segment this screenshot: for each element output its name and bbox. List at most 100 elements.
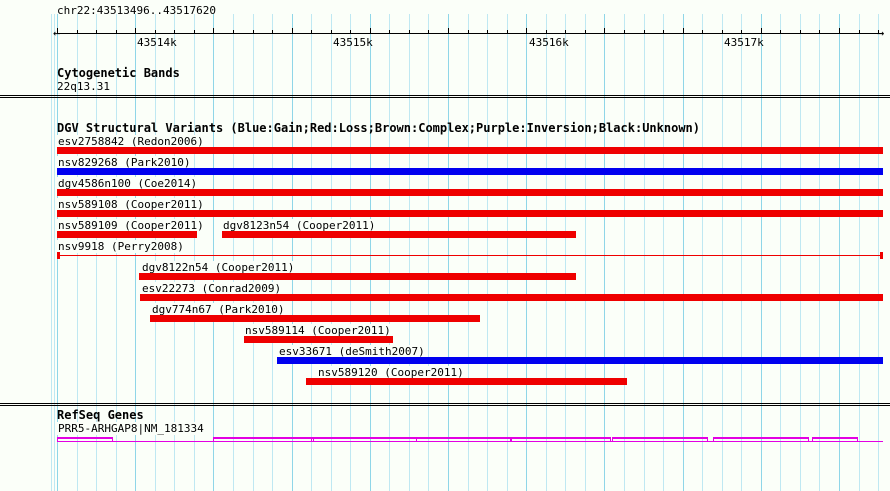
ruler-minor-tick — [409, 30, 410, 34]
gene-exon[interactable] — [612, 437, 707, 439]
gene-exon[interactable] — [213, 437, 313, 439]
gene-label-prr5-arhgap8[interactable]: PRR5-ARHGAP8|NM_181334 — [57, 422, 205, 435]
variant-label[interactable]: nsv589109 (Cooper2011) — [57, 219, 205, 232]
variant-label[interactable]: esv22273 (Conrad2009) — [141, 282, 283, 295]
gene-exon[interactable] — [311, 437, 416, 439]
variant-label[interactable]: dgv8123n54 (Cooper2011) — [222, 219, 377, 232]
gridline — [683, 14, 684, 491]
gridline — [585, 14, 586, 491]
variant-label[interactable]: nsv589120 (Cooper2011) — [317, 366, 465, 379]
variant-bar[interactable] — [306, 378, 627, 385]
gridline — [370, 14, 371, 491]
ruler-minor-tick — [819, 30, 820, 34]
variant-span-line[interactable] — [57, 255, 883, 256]
variant-bar[interactable] — [139, 273, 576, 280]
ruler-minor-tick — [800, 30, 801, 34]
ruler-minor-tick — [487, 30, 488, 34]
gridline — [800, 14, 801, 491]
ruler-minor-tick — [741, 30, 742, 34]
gridline — [292, 14, 293, 491]
variant-label[interactable]: dgv4586n100 (Coe2014) — [57, 177, 199, 190]
section-divider — [0, 95, 890, 96]
gridline — [51, 14, 52, 491]
section-divider — [0, 405, 890, 406]
ruler-right-arrow-icon: → — [877, 26, 885, 40]
gene-exon-edge — [713, 437, 714, 441]
gridline — [526, 14, 527, 491]
ruler-minor-tick — [96, 30, 97, 34]
track-title-refseq-genes: RefSeq Genes — [57, 408, 144, 422]
ruler-minor-tick — [565, 30, 566, 34]
ruler-minor-tick — [624, 30, 625, 34]
gridline — [761, 14, 762, 491]
ruler-minor-tick — [389, 30, 390, 34]
ruler-major-tick — [292, 28, 293, 34]
gridline — [702, 14, 703, 491]
gene-exon[interactable] — [510, 437, 610, 439]
gridline — [194, 14, 195, 491]
gene-intron-line — [57, 441, 883, 442]
gene-exon[interactable] — [713, 437, 808, 439]
variant-label[interactable]: nsv829268 (Park2010) — [57, 156, 192, 169]
ruler-minor-tick — [702, 30, 703, 34]
variant-label[interactable]: dgv774n67 (Park2010) — [151, 303, 286, 316]
ruler-minor-tick — [350, 30, 351, 34]
gridline — [624, 14, 625, 491]
variant-label[interactable]: dgv8122n54 (Cooper2011) — [141, 261, 296, 274]
gridline — [54, 14, 55, 491]
gridline — [507, 14, 508, 491]
ruler-minor-tick — [507, 30, 508, 34]
variant-label[interactable]: esv2758842 (Redon2006) — [57, 135, 205, 148]
variant-label[interactable]: nsv589108 (Cooper2011) — [57, 198, 205, 211]
ruler-minor-tick — [878, 30, 879, 34]
gridline — [331, 14, 332, 491]
gridline — [819, 14, 820, 491]
gene-exon-edge — [808, 437, 809, 441]
ruler-minor-tick — [331, 30, 332, 34]
variant-label[interactable]: nsv589114 (Cooper2011) — [244, 324, 392, 337]
region-coordinates-label: chr22:43513496..43517620 — [57, 4, 216, 17]
variant-bar[interactable] — [150, 315, 480, 322]
ruler-minor-tick — [174, 30, 175, 34]
gridline — [546, 14, 547, 491]
ruler-major-tick — [370, 28, 371, 34]
ruler-major-tick — [839, 28, 840, 34]
variant-bar[interactable] — [140, 294, 883, 301]
gridline — [233, 14, 234, 491]
track-title-dgv-structural-variants: DGV Structural Variants (Blue:Gain;Red:L… — [57, 121, 700, 135]
ruler-major-tick — [604, 28, 605, 34]
cytoband-label: 22q13.31 — [57, 80, 110, 93]
ruler-minor-tick — [272, 30, 273, 34]
ruler-major-tick — [135, 28, 136, 34]
gene-exon-edge — [612, 437, 613, 441]
gene-exon[interactable] — [812, 437, 857, 439]
gridline — [389, 14, 390, 491]
variant-label[interactable]: nsv9918 (Perry2008) — [57, 240, 185, 253]
ruler-minor-tick — [311, 30, 312, 34]
gridline — [253, 14, 254, 491]
ruler-tick-label: 43515k — [333, 36, 373, 49]
variant-bar[interactable] — [57, 210, 883, 217]
variant-label[interactable]: esv33671 (deSmith2007) — [278, 345, 426, 358]
ruler-major-tick — [761, 28, 762, 34]
gridline — [448, 14, 449, 491]
variant-bar[interactable] — [57, 147, 883, 154]
variant-bar[interactable] — [57, 168, 883, 175]
ruler-minor-tick — [233, 30, 234, 34]
gridline — [859, 14, 860, 491]
variant-bar[interactable] — [222, 231, 576, 238]
variant-bar[interactable] — [57, 231, 197, 238]
gene-exon-edge — [213, 437, 214, 441]
gridline — [741, 14, 742, 491]
gene-exon[interactable] — [57, 437, 112, 439]
variant-bar[interactable] — [277, 357, 883, 364]
variant-bar[interactable] — [57, 189, 883, 196]
gridline — [409, 14, 410, 491]
gene-exon[interactable] — [416, 437, 511, 439]
variant-end-cap — [880, 252, 883, 259]
gene-exon-edge — [57, 437, 58, 441]
gridline — [428, 14, 429, 491]
variant-bar[interactable] — [244, 336, 393, 343]
gene-exon-edge — [510, 437, 511, 441]
variant-end-cap — [57, 252, 60, 259]
